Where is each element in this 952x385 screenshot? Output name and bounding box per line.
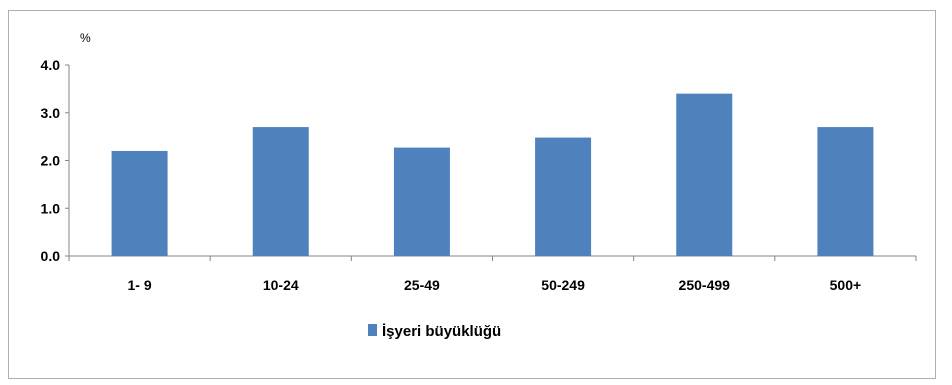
bar [676,93,733,257]
y-tick-label: 0.0 [41,248,61,264]
legend-swatch [368,324,377,336]
bar [252,127,309,256]
legend-label: İşyeri büyüklüğü [382,323,501,340]
x-tick-label: 25-49 [404,277,440,293]
x-tick-label: 10-24 [263,277,299,293]
x-tick-label: 250-499 [679,277,731,293]
y-tick-label: 3.0 [41,105,61,121]
bars [111,93,874,257]
axes [65,64,917,261]
legend: İşyeri büyüklüğü [368,323,501,340]
y-tick-label: 4.0 [41,57,61,73]
bar [111,150,168,256]
y-tick-labels: 0.0 1.0 2.0 3.0 4.0 [41,57,61,264]
x-tick-label: 1- 9 [128,277,152,293]
x-tick-label: 500+ [830,277,862,293]
bar [817,127,874,256]
y-axis-unit-label: % [80,31,91,45]
x-tick-labels: 1- 9 10-24 25-49 50-249 250-499 500+ [128,277,862,293]
bar [535,137,592,256]
y-tick-label: 2.0 [41,153,61,169]
bar [393,147,450,256]
y-tick-label: 1.0 [41,200,61,216]
x-tick-label: 50-249 [541,277,585,293]
